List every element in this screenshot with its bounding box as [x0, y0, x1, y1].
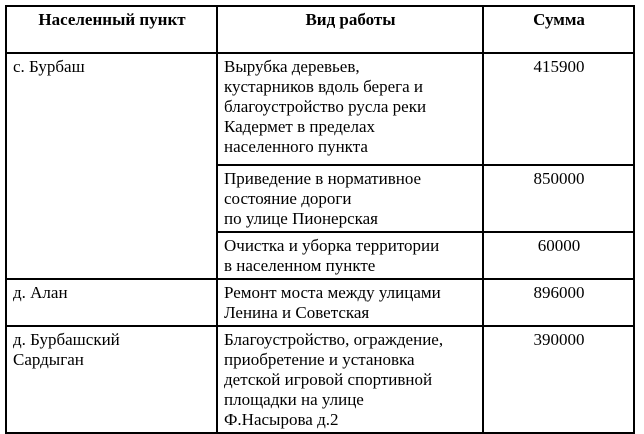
work-cell: Ремонт моста между улицами Ленина и Сове… [216, 278, 484, 327]
settlement-cell-burbash: с. Бурбаш [5, 52, 218, 280]
header-work-type: Вид работы [216, 5, 484, 54]
sum-cell: 896000 [482, 278, 635, 327]
works-table-container: Населенный пункт Вид работы Сумма с. Бур… [5, 5, 635, 434]
works-table: Населенный пункт Вид работы Сумма с. Бур… [5, 5, 635, 434]
work-cell: Вырубка деревьев, кустарников вдоль бере… [216, 52, 484, 166]
work-cell: Приведение в нормативное состояние дорог… [216, 164, 484, 233]
sum-cell: 60000 [482, 231, 635, 280]
table-row: д. Алан Ремонт моста между улицами Ленин… [5, 278, 635, 327]
settlement-cell-alan: д. Алан [5, 278, 218, 327]
table-row: д. Бурбашский Сардыган Благоустройство, … [5, 325, 635, 434]
settlement-cell-sardygan: д. Бурбашский Сардыган [5, 325, 218, 434]
work-cell: Очистка и уборка территории в населенном… [216, 231, 484, 280]
table-row: Очистка и уборка территории в населенном… [6, 231, 635, 280]
table-row: с. Бурбаш Вырубка деревьев, кустарников … [5, 52, 635, 280]
header-sum: Сумма [482, 5, 635, 54]
work-cell: Благоустройство, ограждение, приобретени… [216, 325, 484, 434]
table-row: Приведение в нормативное состояние дорог… [6, 164, 635, 233]
header-settlement: Населенный пункт [5, 5, 218, 54]
sum-cell: 850000 [482, 164, 635, 233]
table-header-row: Населенный пункт Вид работы Сумма [5, 5, 635, 54]
sum-cell: 390000 [482, 325, 635, 434]
sum-cell: 415900 [482, 52, 635, 166]
